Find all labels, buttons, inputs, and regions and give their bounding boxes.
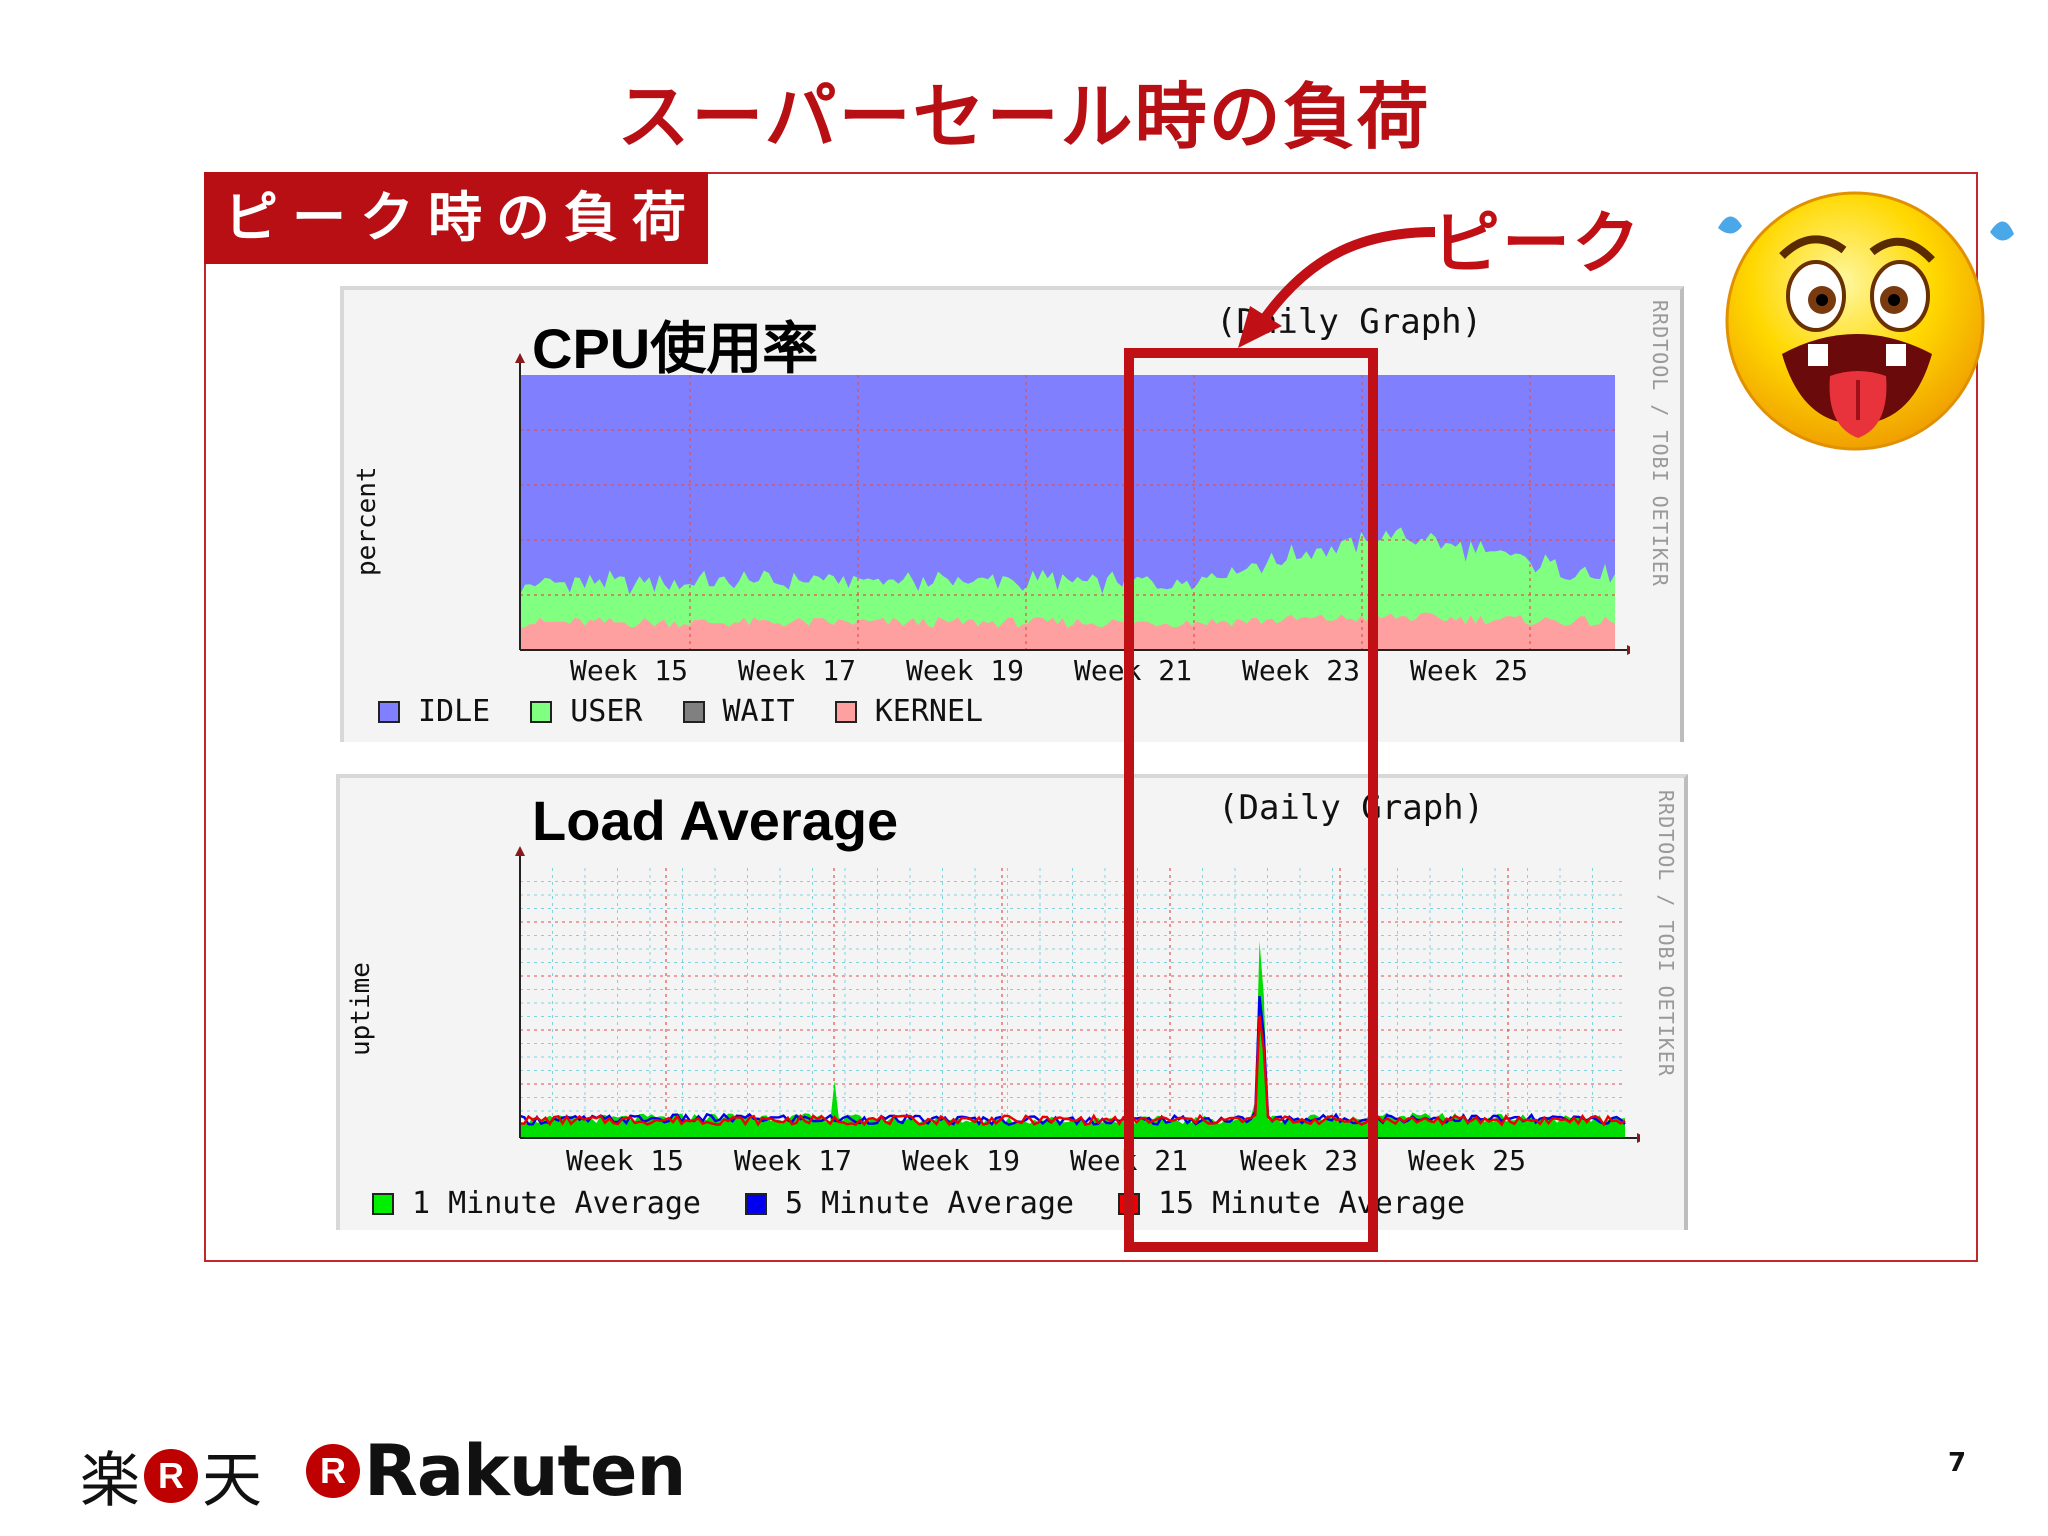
legend-5min-swatch	[744, 1192, 767, 1215]
legend-kernel-label: KERNEL	[874, 694, 984, 729]
legend-5min-label: 5 Minute Average	[784, 1186, 1074, 1221]
load-chart-plot	[515, 846, 1640, 1143]
y-axis-arrow	[515, 846, 525, 856]
load-x-axis: Week 15 Week 17 Week 19 Week 21 Week 23 Week …	[500, 1144, 1640, 1184]
y-axis-arrow	[515, 353, 525, 363]
logo-jp-left-char: 楽	[80, 1446, 140, 1516]
load-chart-title: Load Average	[532, 789, 899, 852]
legend-1min: 1 Minute Average	[372, 1186, 701, 1221]
legend-wait: WAIT	[682, 694, 795, 729]
x-axis-arrow	[1627, 645, 1630, 655]
load-rrdtool-credit: RRDTOOL / TOBI OETIKER	[1654, 790, 1678, 1077]
x-tick-label: Week 23	[1242, 654, 1361, 687]
legend-1min-label: 1 Minute Average	[412, 1186, 701, 1221]
legend-kernel: KERNEL	[834, 694, 984, 729]
slide-title: スーパーセール時の負荷	[617, 75, 1431, 159]
cpu-rrdtool-credit: RRDTOOL / TOBI OETIKER	[1648, 300, 1672, 587]
x-tick-label: Week 23	[1240, 1144, 1359, 1177]
logo-jp-right-char: 天	[202, 1446, 262, 1516]
rakuten-en-logo: R Rakuten	[306, 1430, 686, 1512]
cpu-chart-title: CPU使用率	[532, 317, 819, 380]
x-axis-arrow	[1637, 1133, 1640, 1143]
rakuten-jp-logo: 楽 R 天	[80, 1432, 262, 1519]
cpu-chart-plot	[515, 353, 1630, 655]
load-legend: 1 Minute Average 5 Minute Average 15 Min…	[372, 1186, 1465, 1221]
legend-15min-label: 15 Minute Average	[1157, 1186, 1466, 1221]
legend-wait-label: WAIT	[722, 694, 795, 729]
x-tick-label: Week 15	[570, 654, 689, 687]
load-ylabel: uptime	[346, 962, 376, 1056]
x-tick-label: Week 25	[1410, 654, 1529, 687]
legend-idle-label: IDLE	[418, 694, 491, 729]
cpu-x-axis: Week 15 Week 17 Week 19 Week 21 Week 23 Week …	[500, 654, 1630, 694]
kernel-area	[520, 612, 1615, 650]
series-15min-line	[519, 1015, 1626, 1127]
legend-user-swatch	[530, 700, 553, 723]
logo-en-badge: R	[306, 1444, 360, 1498]
logo-jp-badge: R	[144, 1448, 198, 1503]
x-tick-label: Week 15	[566, 1144, 685, 1177]
load-chart-subtitle: (Daily Graph)	[1218, 788, 1485, 828]
legend-user-label: USER	[570, 694, 643, 729]
x-tick-label: Week 25	[1408, 1144, 1527, 1177]
x-tick-label: Week 17	[734, 1144, 853, 1177]
legend-idle: IDLE	[378, 694, 490, 729]
peak-arrow-icon	[1238, 227, 1436, 348]
legend-wait-swatch	[682, 700, 705, 723]
legend-idle-swatch	[378, 700, 400, 723]
logo-en-text: Rakuten	[364, 1430, 686, 1512]
legend-5min: 5 Minute Average	[744, 1186, 1074, 1221]
legend-1min-swatch	[372, 1192, 394, 1215]
legend-user: USER	[530, 694, 643, 729]
cpu-ylabel: percent	[352, 466, 382, 576]
page-number: 7	[1948, 1448, 1967, 1478]
peak-highlight-box	[1124, 348, 1378, 1252]
legend-kernel-swatch	[834, 700, 857, 723]
x-tick-label: Week 19	[906, 654, 1025, 687]
cpu-legend: IDLE USER WAIT KERNEL	[378, 694, 983, 729]
x-tick-label: Week 17	[738, 654, 857, 687]
peak-label: ピーク	[1432, 205, 1643, 284]
x-tick-label: Week 19	[902, 1144, 1021, 1177]
distressed-face-icon	[1718, 191, 2014, 451]
section-label: ピーク時の負荷	[204, 172, 708, 264]
